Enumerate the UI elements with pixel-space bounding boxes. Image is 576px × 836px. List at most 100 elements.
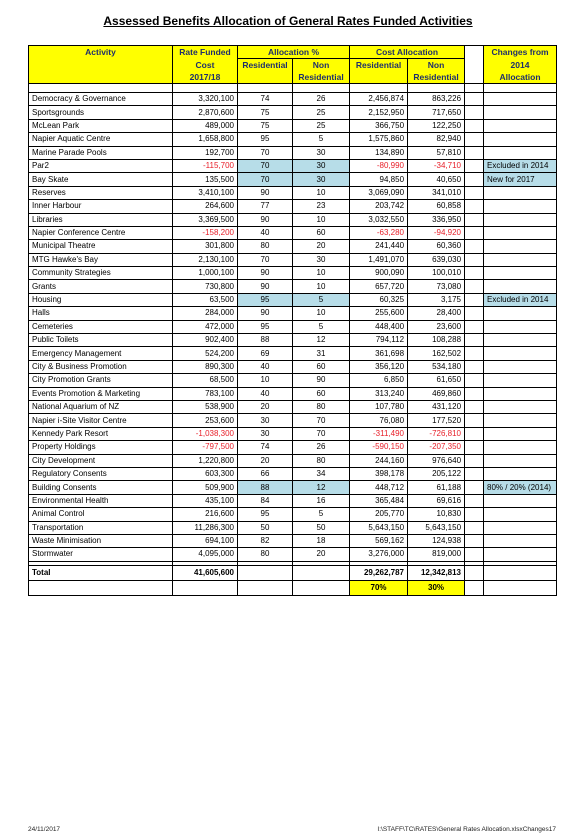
value-cell: 60,360 [407, 239, 466, 254]
activity-cell: Inner Harbour [28, 199, 173, 214]
value-cell: 70 [237, 145, 293, 160]
value-cell: 20 [291, 547, 351, 562]
empty-cell [464, 252, 485, 268]
value-cell: 819,000 [407, 547, 466, 562]
value-cell: 192,700 [172, 145, 238, 160]
activity-cell: City Development [28, 453, 173, 468]
activity-cell: Napier Aquatic Centre [28, 132, 173, 147]
value-cell: 84 [237, 493, 293, 509]
footer-date: 24/11/2017 [28, 826, 61, 833]
change-cell [483, 199, 558, 214]
value-cell: 26 [291, 440, 351, 455]
empty-cell [172, 83, 238, 93]
value-cell: 341,010 [407, 185, 466, 201]
data-row: Animal Control 216,600 95 5 205,770 10,830 [28, 507, 558, 522]
header-cell [349, 71, 409, 84]
activity-cell: Libraries [28, 212, 173, 227]
activity-cell: MTG Hawke's Bay [28, 252, 173, 268]
empty-cell [464, 346, 485, 361]
data-row: Events Promotion & Marketing 783,100 40 60 3… [28, 386, 558, 401]
change-cell [483, 118, 558, 134]
empty-cell [464, 306, 485, 321]
data-row: Halls 284,000 90 10 255,600 28,400 [28, 306, 558, 321]
activity-cell: Community Strategies [28, 266, 173, 281]
empty-cell [464, 426, 485, 442]
value-cell: 66 [237, 466, 293, 482]
data-row: Par2 -115,700 70 30 -80,990 -34,710 Excluded i… [28, 158, 558, 174]
share-non-residential: 30% [407, 579, 466, 596]
empty-cell [464, 359, 485, 375]
empty-cell [464, 493, 485, 509]
value-cell: 398,178 [349, 466, 409, 482]
value-cell: 70 [291, 413, 351, 428]
value-cell: 69 [237, 346, 293, 361]
value-cell: 5 [291, 507, 351, 522]
empty-cell [464, 266, 485, 281]
data-row: National Aquarium of NZ 538,900 20 80 107,78… [28, 399, 558, 415]
activity-cell: Democracy & Governance [28, 91, 173, 107]
value-cell: 75 [237, 118, 293, 134]
share-residential: 70% [349, 579, 409, 596]
activity-cell: Sportsgrounds [28, 105, 173, 120]
value-cell: 70 [237, 172, 293, 187]
activity-cell: Events Promotion & Marketing [28, 386, 173, 401]
header-cell [28, 71, 173, 84]
activity-cell: Public Toilets [28, 333, 173, 348]
value-cell: 23 [291, 199, 351, 214]
value-cell: -1,038,300 [172, 426, 238, 442]
activity-cell: National Aquarium of NZ [28, 399, 173, 415]
data-row: McLean Park 489,000 75 25 366,750 122,250 [28, 118, 558, 134]
change-cell [483, 319, 558, 335]
value-cell: 95 [237, 507, 293, 522]
value-cell: 60 [291, 225, 351, 241]
value-cell: 448,712 [349, 480, 409, 495]
value-cell: 25 [291, 118, 351, 134]
value-cell: 20 [291, 239, 351, 254]
total-row: Total 41,605,600 29,262,787 12,342,813 [28, 564, 558, 581]
value-cell: -94,920 [407, 225, 466, 241]
header-cell: Residential [291, 71, 351, 84]
value-cell: 10,830 [407, 507, 466, 522]
value-cell: 10 [291, 266, 351, 281]
value-cell: 3,410,100 [172, 185, 238, 201]
value-cell: 28,400 [407, 306, 466, 321]
value-cell: 5 [291, 319, 351, 335]
value-cell: 1,658,800 [172, 132, 238, 147]
value-cell: 284,000 [172, 306, 238, 321]
value-cell: 657,720 [349, 279, 409, 294]
header-cell: 2014 [483, 58, 558, 71]
value-cell: 890,300 [172, 359, 238, 375]
empty-cell [464, 319, 485, 335]
value-cell: 524,200 [172, 346, 238, 361]
empty-cell [464, 386, 485, 401]
value-cell: -158,200 [172, 225, 238, 241]
data-row: Napier Conference Centre -158,200 40 60 -63,… [28, 225, 558, 241]
empty-cell [464, 292, 485, 308]
empty-cell [464, 158, 485, 174]
change-cell [483, 359, 558, 375]
header-cell [28, 58, 173, 71]
activity-cell: Bay Skate [28, 172, 173, 187]
value-cell: 1,000,100 [172, 266, 238, 281]
value-cell: 80 [237, 547, 293, 562]
data-row: Napier i-Site Visitor Centre 253,600 30 70 7… [28, 413, 558, 428]
change-cell [483, 373, 558, 388]
value-cell: 20 [237, 453, 293, 468]
value-cell: 100,010 [407, 266, 466, 281]
change-cell [483, 225, 558, 241]
value-cell: 70 [291, 426, 351, 442]
empty-cell [464, 333, 485, 348]
value-cell: 30 [237, 426, 293, 442]
value-cell: 255,600 [349, 306, 409, 321]
empty-cell [464, 145, 485, 160]
value-cell: 783,100 [172, 386, 238, 401]
value-cell: 25 [291, 105, 351, 120]
empty-cell [483, 564, 558, 581]
change-cell [483, 279, 558, 294]
activity-cell: Kennedy Park Resort [28, 426, 173, 442]
empty-cell [464, 579, 485, 596]
data-row: Reserves 3,410,100 90 10 3,069,090 341,010 [28, 185, 558, 201]
value-cell: 603,300 [172, 466, 238, 482]
value-cell: 31 [291, 346, 351, 361]
value-cell: 3,175 [407, 292, 466, 308]
